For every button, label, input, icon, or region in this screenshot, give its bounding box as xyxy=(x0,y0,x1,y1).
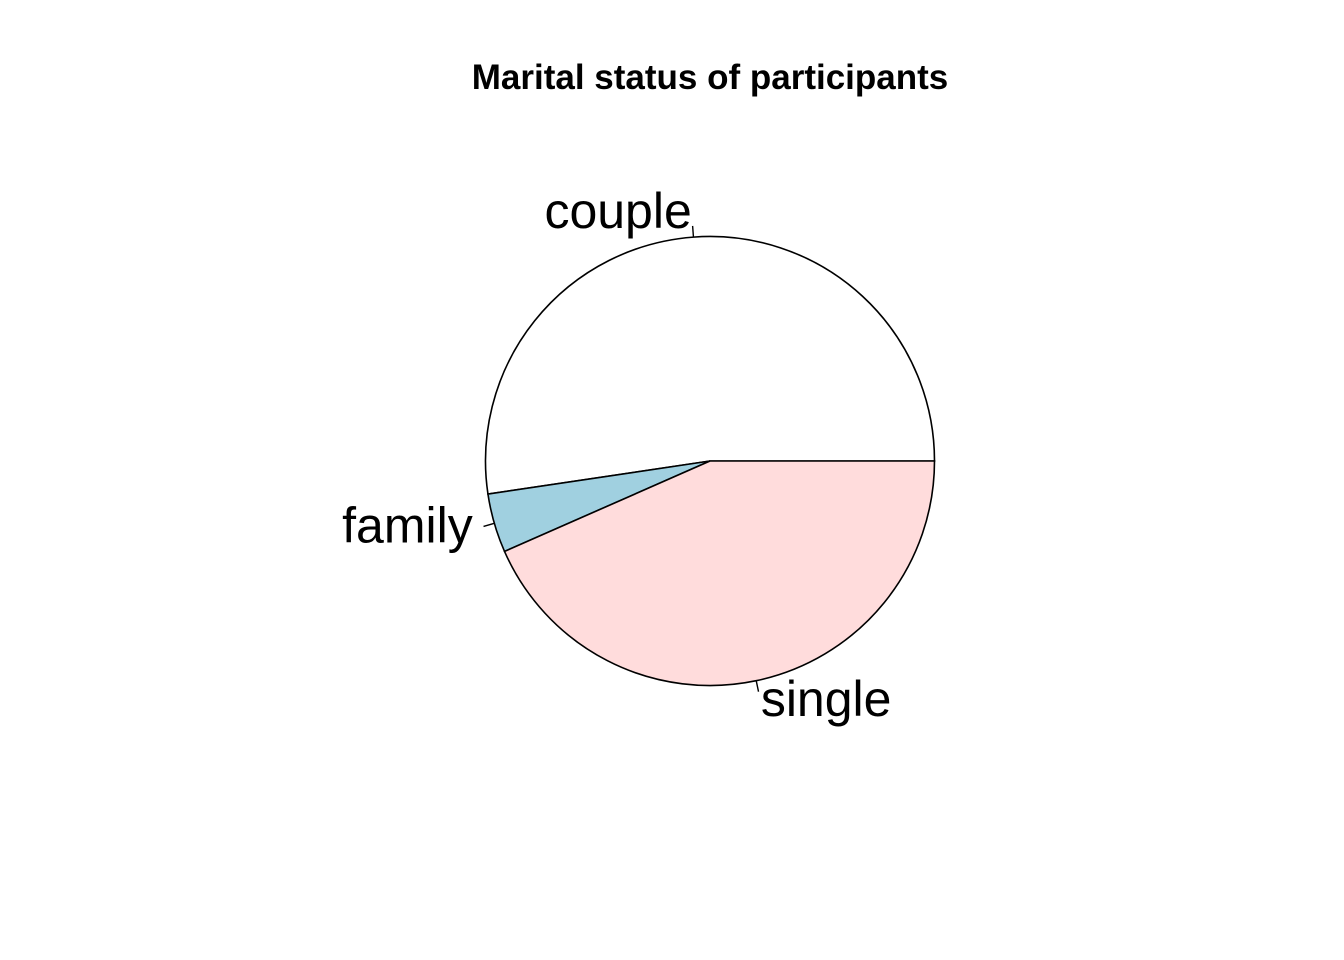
pie-slice-couple xyxy=(484,235,936,495)
pie-label-single: single xyxy=(761,671,892,727)
pie-tick-single xyxy=(755,680,760,692)
pie-tick-family xyxy=(483,522,495,528)
pie-tick-couple xyxy=(691,225,695,238)
pie-label-couple: couple xyxy=(544,183,691,239)
pie-label-family: family xyxy=(342,498,473,554)
chart-title: Marital status of participants xyxy=(471,58,949,97)
